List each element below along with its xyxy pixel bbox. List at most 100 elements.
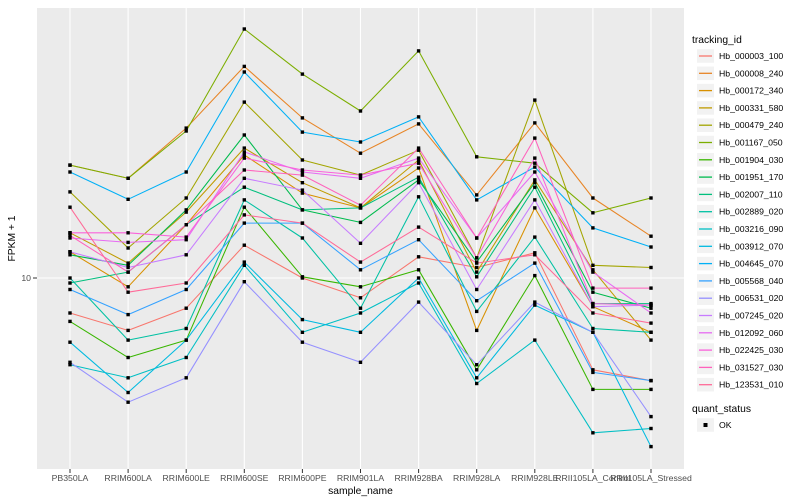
data-point (300, 116, 305, 120)
data-point (358, 173, 363, 177)
data-point (242, 70, 246, 74)
data-point (475, 376, 479, 380)
data-point (649, 338, 653, 342)
data-point (416, 300, 421, 304)
legend-label: Hb_000172_340 (719, 86, 783, 96)
data-point (184, 338, 188, 342)
data-point (184, 355, 188, 360)
data-point (649, 387, 653, 392)
data-point (300, 340, 305, 344)
data-point (68, 231, 72, 235)
data-point (649, 321, 653, 325)
legend-item-Hb_000003_100: Hb_000003_100 (697, 49, 783, 63)
data-point (416, 49, 421, 53)
data-point (649, 444, 653, 449)
data-point (184, 306, 188, 310)
data-point (475, 309, 479, 314)
data-point (300, 275, 305, 279)
data-point (242, 176, 246, 180)
legend-label: Hb_005568_040 (719, 276, 783, 286)
data-point (358, 241, 363, 245)
data-point (184, 196, 188, 200)
data-point (68, 236, 72, 240)
data-point (358, 176, 363, 180)
data-point (68, 281, 72, 285)
data-point (126, 261, 130, 265)
data-point (416, 268, 421, 272)
data-point (475, 265, 479, 270)
data-point (126, 270, 130, 274)
data-point (242, 156, 246, 160)
data-point (533, 273, 537, 278)
legend-label: Hb_004645_070 (719, 259, 783, 269)
data-point (126, 197, 130, 201)
data-point (300, 317, 305, 322)
legend-label: Hb_001951_170 (719, 172, 783, 182)
data-point (591, 330, 595, 334)
legend-label: OK (719, 420, 732, 430)
legend-item-quant-OK: OK (697, 418, 732, 432)
data-point (300, 330, 305, 334)
data-point (591, 370, 595, 375)
data-point (475, 236, 479, 240)
x-tick-label: RRIM928LE (511, 473, 559, 483)
data-point (358, 220, 363, 225)
data-point (68, 319, 72, 324)
legend-item-Hb_123531_010: Hb_123531_010 (697, 377, 783, 392)
data-point (475, 270, 479, 274)
data-point (533, 198, 537, 202)
data-point (242, 153, 246, 157)
data-point (126, 355, 130, 360)
data-point (416, 148, 421, 152)
data-point (416, 225, 421, 229)
data-point (649, 311, 653, 315)
legend-item-Hb_001951_170: Hb_001951_170 (697, 170, 783, 184)
data-point (242, 221, 246, 225)
data-point (358, 330, 363, 334)
legend-item-Hb_031527_030: Hb_031527_030 (697, 360, 783, 375)
data-point (533, 206, 537, 210)
data-point (416, 276, 421, 280)
legend-item-Hb_000331_580: Hb_000331_580 (697, 101, 783, 115)
data-point (533, 136, 537, 140)
data-point (591, 196, 595, 200)
data-point (416, 158, 421, 162)
data-point (475, 363, 479, 367)
legend-label: Hb_003216_090 (719, 224, 783, 234)
x-tick-label: RRIM600SE (220, 473, 268, 483)
x-axis-title: sample_name (328, 486, 393, 497)
data-point (591, 290, 595, 294)
data-point (126, 400, 130, 404)
data-point (358, 306, 363, 310)
data-point (591, 431, 595, 435)
data-point (68, 190, 72, 194)
data-point (416, 181, 421, 185)
data-point (358, 268, 363, 272)
legend-item-Hb_022425_030: Hb_022425_030 (697, 343, 783, 357)
data-point (184, 253, 188, 257)
legend-label: Hb_000479_240 (719, 120, 783, 130)
y-axis-title: FPKM + 1 (7, 215, 18, 261)
data-point (591, 263, 595, 267)
data-point (591, 305, 595, 309)
legend-item-Hb_002889_020: Hb_002889_020 (697, 204, 783, 219)
data-point (184, 235, 188, 239)
data-point (533, 185, 537, 189)
data-point (242, 100, 246, 104)
legend-item-Hb_000008_240: Hb_000008_240 (697, 66, 783, 81)
legend-item-Hb_007245_020: Hb_007245_020 (697, 308, 783, 323)
data-point (649, 378, 653, 383)
legend-item-Hb_005568_040: Hb_005568_040 (697, 274, 783, 288)
data-point (184, 287, 188, 292)
data-point (533, 303, 537, 307)
data-point (358, 109, 363, 113)
data-point (416, 238, 421, 242)
data-point (416, 255, 421, 259)
data-point (184, 326, 188, 331)
data-point (68, 287, 72, 292)
data-point (475, 256, 479, 260)
data-point (126, 231, 130, 235)
data-point (649, 306, 653, 310)
data-point (68, 363, 72, 367)
